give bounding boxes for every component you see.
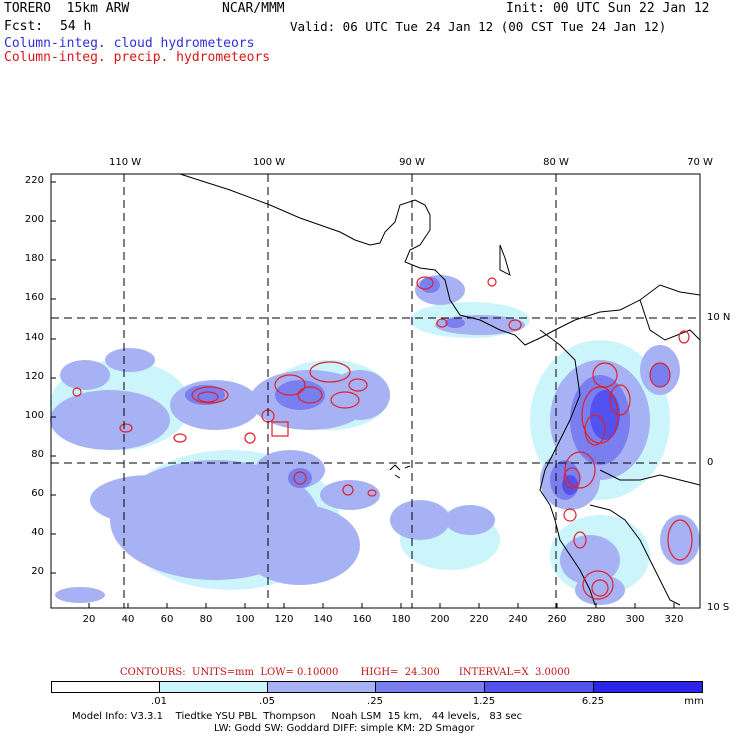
colorbar-unit: mm (684, 696, 704, 707)
colorbar-label: .01 (151, 696, 167, 707)
x-tick-label: 40 (121, 614, 135, 625)
x-tick-label: 100 (235, 614, 255, 625)
x-tick-label: 180 (391, 614, 411, 625)
colorbar-bin (593, 681, 703, 693)
forecast-label: Fcst: (4, 19, 44, 34)
cloud-hydrometeor-field (50, 275, 700, 605)
colorbar-label: .05 (259, 696, 275, 707)
x-tick-label: 80 (199, 614, 213, 625)
colorbar-bin (159, 681, 268, 693)
colorbar-bin (51, 681, 160, 693)
tick-marks (51, 181, 675, 608)
x-tick-label: 240 (508, 614, 528, 625)
contour-high: HIGH= 24.300 (360, 667, 440, 678)
colorbar-label: 1.25 (472, 696, 496, 707)
y-tick-label: 160 (24, 292, 44, 303)
x-tick-label: 160 (352, 614, 372, 625)
precip-field-label: Column-integ. precip. hydrometeors (4, 50, 271, 65)
cloud-field-label: Column-integ. cloud hydrometeors (4, 36, 255, 51)
x-tick-label: 320 (664, 614, 684, 625)
contour-units: UNITS=mm (192, 667, 255, 678)
y-tick-label: 80 (31, 449, 44, 460)
model-title: TORERO 15km ARW (4, 1, 130, 16)
y-tick-label: 40 (31, 527, 44, 538)
y-tick-label: 100 (24, 410, 44, 421)
colorbar-label: 6.25 (581, 696, 605, 707)
x-tick-label: 120 (274, 614, 294, 625)
contour-info: CONTOURS: UNITS=mm LOW= 0.10000 HIGH= 24… (120, 667, 570, 678)
y-tick-label: 200 (24, 214, 44, 225)
map-frame (50, 173, 701, 609)
lat-label: 10 N (707, 312, 731, 323)
x-tick-label: 140 (313, 614, 333, 625)
lon-label: 70 W (687, 157, 713, 168)
organization: NCAR/MMM (222, 1, 285, 16)
colorbar-bin (375, 681, 485, 693)
x-tick-label: 200 (430, 614, 450, 625)
x-tick-label: 20 (82, 614, 96, 625)
model-info: Model Info: V3.3.1 Tiedtke YSU PBL Thomp… (72, 711, 523, 722)
contour-low: LOW= 0.10000 (260, 667, 339, 678)
lat-label: 10 S (707, 602, 730, 613)
x-tick-label: 60 (160, 614, 174, 625)
x-tick-label: 300 (625, 614, 645, 625)
colorbar-label: .25 (367, 696, 383, 707)
lon-label: 100 W (253, 157, 286, 168)
y-tick-label: 20 (31, 566, 44, 577)
colorbar-bin (267, 681, 376, 693)
contour-label: CONTOURS: (120, 667, 186, 678)
lon-label: 90 W (399, 157, 425, 168)
colorbar-bin (484, 681, 594, 693)
forecast-hour: 54 h (60, 19, 92, 34)
y-tick-label: 220 (24, 175, 44, 186)
x-tick-label: 280 (586, 614, 606, 625)
x-tick-label: 220 (469, 614, 489, 625)
lon-label: 80 W (543, 157, 569, 168)
model-physics: LW: Godd SW: Goddard DIFF: simple KM: 2D… (214, 723, 475, 734)
lat-label: 0 (707, 457, 714, 468)
precip-contours (72, 276, 693, 600)
x-tick-label: 260 (547, 614, 567, 625)
valid-time: Valid: 06 UTC Tue 24 Jan 12 (00 CST Tue … (290, 19, 667, 34)
y-tick-label: 120 (24, 371, 44, 382)
y-tick-label: 60 (31, 488, 44, 499)
init-time: Init: 00 UTC Sun 22 Jan 12 (506, 1, 710, 16)
y-tick-label: 180 (24, 253, 44, 264)
graticule (51, 174, 700, 608)
lon-label: 110 W (109, 157, 142, 168)
y-tick-label: 140 (24, 332, 44, 343)
contour-interval: INTERVAL=X 3.0000 (458, 667, 570, 678)
